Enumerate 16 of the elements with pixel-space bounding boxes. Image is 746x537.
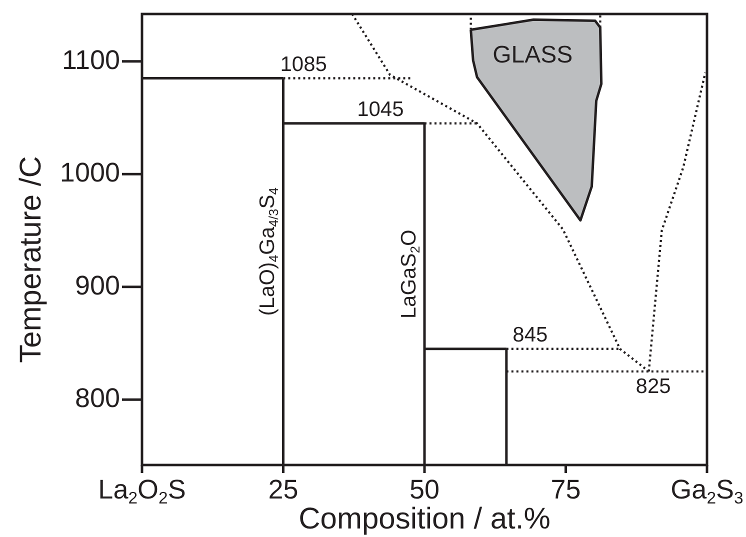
series-label: GLASS: [492, 41, 573, 68]
y-tick-label: 1000: [60, 158, 120, 188]
annotation: 1045: [357, 98, 404, 122]
annotation: 825: [636, 375, 671, 398]
text: LaGaS2O: [397, 230, 422, 319]
annotation: 1085: [280, 53, 327, 76]
x-tick-label: 75: [550, 474, 581, 504]
text: (LaO)4Ga4/3S4: [256, 187, 282, 316]
y-tick-label: 900: [74, 270, 120, 300]
y-tick-label: 800: [74, 383, 120, 414]
y-tick-label: 1100: [62, 44, 120, 75]
x-tick-label: 25: [268, 474, 298, 504]
x-tick-label: 50: [409, 474, 440, 504]
annotation: 845: [512, 324, 548, 347]
y-axis-title: Temperature /C: [14, 156, 48, 363]
x-axis-title: Composition / at.%: [298, 502, 550, 536]
